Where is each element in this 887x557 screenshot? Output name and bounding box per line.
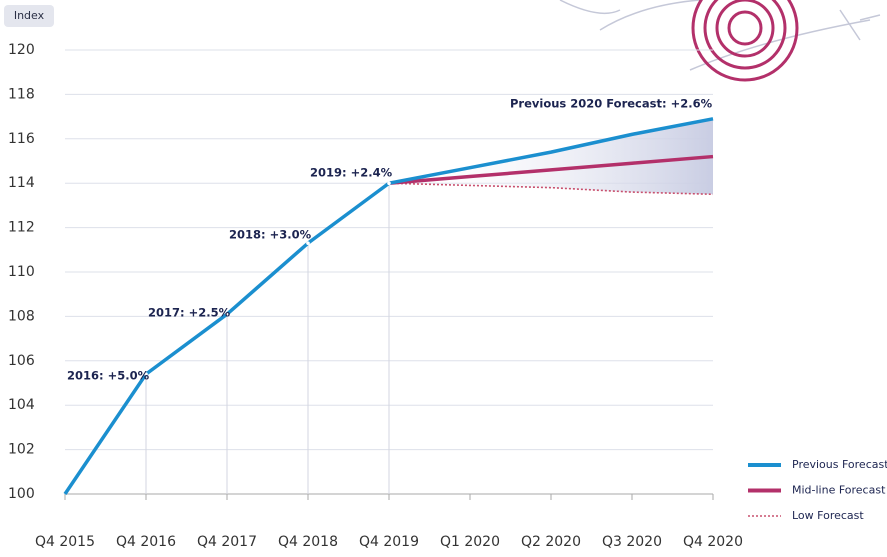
y-tick-label: 118 (8, 86, 35, 102)
annotation: Previous 2020 Forecast: +2.6% (510, 97, 713, 111)
y-tick-label: 120 (8, 42, 35, 58)
x-tick-label: Q4 2016 (116, 534, 176, 550)
x-tick-label: Q1 2020 (440, 534, 500, 550)
x-tick-label: Q4 2015 (35, 534, 95, 550)
y-label-box (4, 5, 54, 27)
legend-label: Previous Forecast (792, 458, 887, 471)
y-tick-label: 116 (8, 131, 35, 147)
forecast-range (389, 118, 713, 195)
legend-label: Low Forecast (792, 509, 864, 522)
annotation: 2019: +2.4% (310, 166, 393, 180)
y-tick-label: 100 (8, 486, 35, 502)
point (225, 312, 229, 316)
x-tick-label: Q4 2017 (197, 534, 257, 550)
y-tick-label: 102 (8, 442, 35, 458)
y-axis-label: Index (14, 9, 45, 22)
annotation: 2016: +5.0% (67, 369, 150, 383)
annotation: 2018: +3.0% (229, 228, 312, 242)
y-tick-label: 114 (8, 175, 35, 191)
series-line (388, 154, 714, 185)
y-tick-label: 108 (8, 308, 35, 324)
x-tick-label: Q4 2018 (278, 534, 338, 550)
x-tick-label: Q2 2020 (521, 534, 581, 550)
point (144, 372, 148, 376)
legend-label: Mid-line Forecast (792, 484, 886, 497)
annotation: 2017: +2.5% (148, 306, 231, 320)
x-tick-label: Q4 2020 (683, 534, 743, 550)
y-tick-label: 106 (8, 353, 35, 369)
y-tick-label: 112 (8, 220, 35, 236)
x-tick-label: Q4 2019 (359, 534, 419, 550)
y-tick-label: 104 (8, 397, 35, 413)
decoration (559, 0, 881, 82)
point (306, 241, 310, 245)
x-tick-label: Q3 2020 (602, 534, 662, 550)
point (387, 181, 391, 185)
y-tick-label: 110 (8, 264, 35, 280)
